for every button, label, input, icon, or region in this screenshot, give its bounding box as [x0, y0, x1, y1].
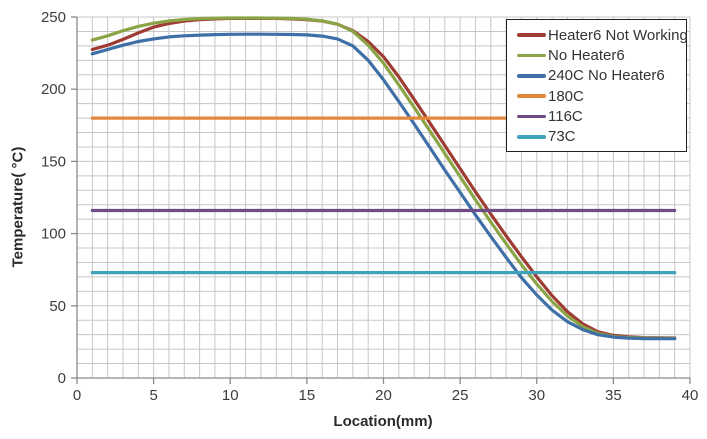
x-tick-label: 25 [452, 387, 469, 404]
legend-label: 116C [548, 107, 583, 125]
y-axis-title: Temperature( °C) [9, 146, 27, 268]
legend-item-240c-no-heater6: 240C No Heater6 [517, 66, 680, 86]
tick-labels: 0 5 10 15 20 25 30 35 40 0 50 100 150 200 250 [41, 9, 698, 404]
y-tick-label: 0 [58, 370, 66, 387]
legend-line-swatch [517, 94, 546, 98]
legend-line-swatch [517, 33, 546, 37]
legend-label: 240C No Heater6 [548, 67, 665, 85]
x-axis-title: Location(mm) [333, 413, 433, 430]
axes [71, 16, 691, 384]
legend-line-swatch [517, 74, 546, 78]
series-line-240c-no-heater6 [90, 32, 677, 341]
legend-item-73c: 73C [517, 127, 680, 147]
legend-line-swatch [517, 53, 546, 58]
legend: Heater6 Not Working No Heater6 240C No Hea… [506, 19, 688, 152]
legend-item-180c: 180C [517, 86, 680, 106]
y-tick-label: 150 [41, 153, 66, 170]
x-tick-label: 20 [375, 387, 392, 404]
legend-label: 180C [548, 87, 584, 105]
legend-label: Heater6 Not Working [548, 26, 688, 44]
series-line-no-heater6 [90, 16, 677, 340]
series-lines [90, 16, 677, 341]
legend-label: No Heater6 [548, 46, 625, 64]
x-tick-label: 15 [299, 387, 316, 404]
y-tick-label: 50 [49, 298, 66, 315]
x-tick-label: 40 [682, 387, 699, 404]
y-tick-label: 100 [41, 226, 66, 243]
y-tick-label: 250 [41, 9, 66, 26]
legend-line-swatch [517, 135, 546, 139]
gridlines [76, 16, 691, 379]
y-tick-label: 200 [41, 81, 66, 98]
x-tick-label: 30 [528, 387, 545, 404]
legend-line-swatch [517, 114, 546, 119]
x-tick-label: 5 [149, 387, 157, 404]
legend-item-no-heater6: No Heater6 [517, 45, 680, 65]
legend-item-heater6-not-working: Heater6 Not Working [517, 25, 688, 45]
x-tick-label: 10 [222, 387, 239, 404]
legend-label: 73C [548, 128, 576, 146]
legend-item-116c: 116C [517, 106, 680, 126]
x-tick-label: 0 [73, 387, 81, 404]
x-tick-label: 35 [605, 387, 622, 404]
